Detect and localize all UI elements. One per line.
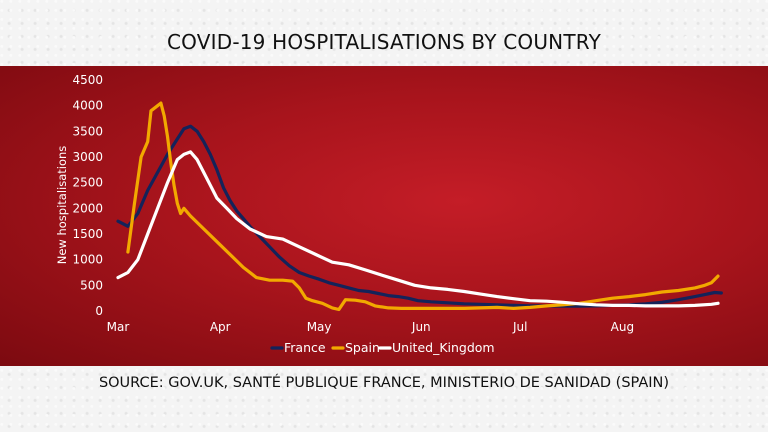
y-axis-ticks: 0 500 1000 1500 2000 2500 3000 3500 4000 4500 xyxy=(72,73,103,318)
y-tick-label: 3000 xyxy=(72,150,103,164)
y-tick-label: 3500 xyxy=(72,124,103,138)
series-line-united-kingdom xyxy=(116,150,720,308)
x-tick-label: Jun xyxy=(411,320,431,334)
y-tick-label: 1500 xyxy=(72,227,103,241)
source-note: SOURCE: GOV.UK, SANTÉ PUBLIQUE FRANCE, M… xyxy=(98,375,670,391)
y-tick-label: 4500 xyxy=(72,73,103,87)
x-tick-label: Aug xyxy=(611,320,634,334)
series-lines xyxy=(116,101,723,312)
chart-title: COVID-19 HOSPITALISATIONS BY COUNTRY xyxy=(166,30,601,54)
x-tick-label: Jul xyxy=(512,320,527,334)
x-axis-ticks: Mar Apr May Jun Jul Aug xyxy=(107,320,634,334)
legend-label: Spain xyxy=(345,340,380,355)
y-tick-label: 4000 xyxy=(72,99,103,113)
y-axis-label: New hospitalisations xyxy=(55,146,69,265)
x-tick-label: Apr xyxy=(210,320,231,334)
legend-label: United_Kingdom xyxy=(392,340,495,355)
legend: France Spain United_Kingdom xyxy=(270,340,495,355)
chart-panel xyxy=(0,66,768,366)
series-line-france xyxy=(116,124,723,308)
y-tick-label: 2500 xyxy=(72,176,103,190)
x-tick-label: Mar xyxy=(107,320,130,334)
y-tick-label: 2000 xyxy=(72,201,103,215)
legend-label: France xyxy=(284,340,326,355)
series-line-spain xyxy=(126,101,720,312)
y-tick-label: 0 xyxy=(95,304,103,318)
y-tick-label: 1000 xyxy=(72,253,103,267)
y-tick-label: 500 xyxy=(80,278,103,292)
x-tick-label: May xyxy=(307,320,332,334)
